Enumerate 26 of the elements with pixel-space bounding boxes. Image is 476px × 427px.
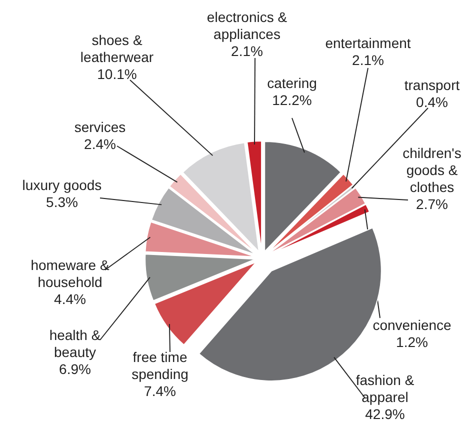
slice-label: free time spending (132, 349, 188, 382)
slice-label: catering (267, 75, 317, 91)
data-label: 2.1% (352, 52, 384, 68)
data-label: 42.9% (365, 406, 405, 422)
slice-label: children's goods & clothes (402, 145, 462, 195)
data-label: 7.4% (144, 383, 176, 399)
slice-label: fashion & apparel (356, 372, 415, 405)
slice-label: homeware & household (30, 257, 110, 290)
data-label: 2.1% (231, 43, 263, 59)
data-label: 6.9% (59, 361, 91, 377)
data-label: 5.3% (46, 194, 78, 210)
data-label: 12.2% (272, 92, 312, 108)
data-label: 2.4% (84, 136, 116, 152)
data-label: 0.4% (416, 94, 448, 110)
slice-label: entertainment (325, 35, 411, 51)
slice-label: services (74, 119, 126, 135)
slice-label: health & beauty (49, 327, 102, 360)
slice-label: convenience (372, 317, 452, 333)
data-label: 4.4% (54, 291, 86, 307)
slice-label: luxury goods (22, 177, 102, 193)
data-label: 1.2% (396, 334, 428, 350)
data-label: 10.1% (97, 66, 137, 82)
slice-label: shoes & leatherwear (80, 32, 154, 65)
slice-label: transport (404, 77, 460, 93)
slice-label: electronics & appliances (206, 9, 288, 42)
data-label: 2.7% (416, 196, 448, 212)
